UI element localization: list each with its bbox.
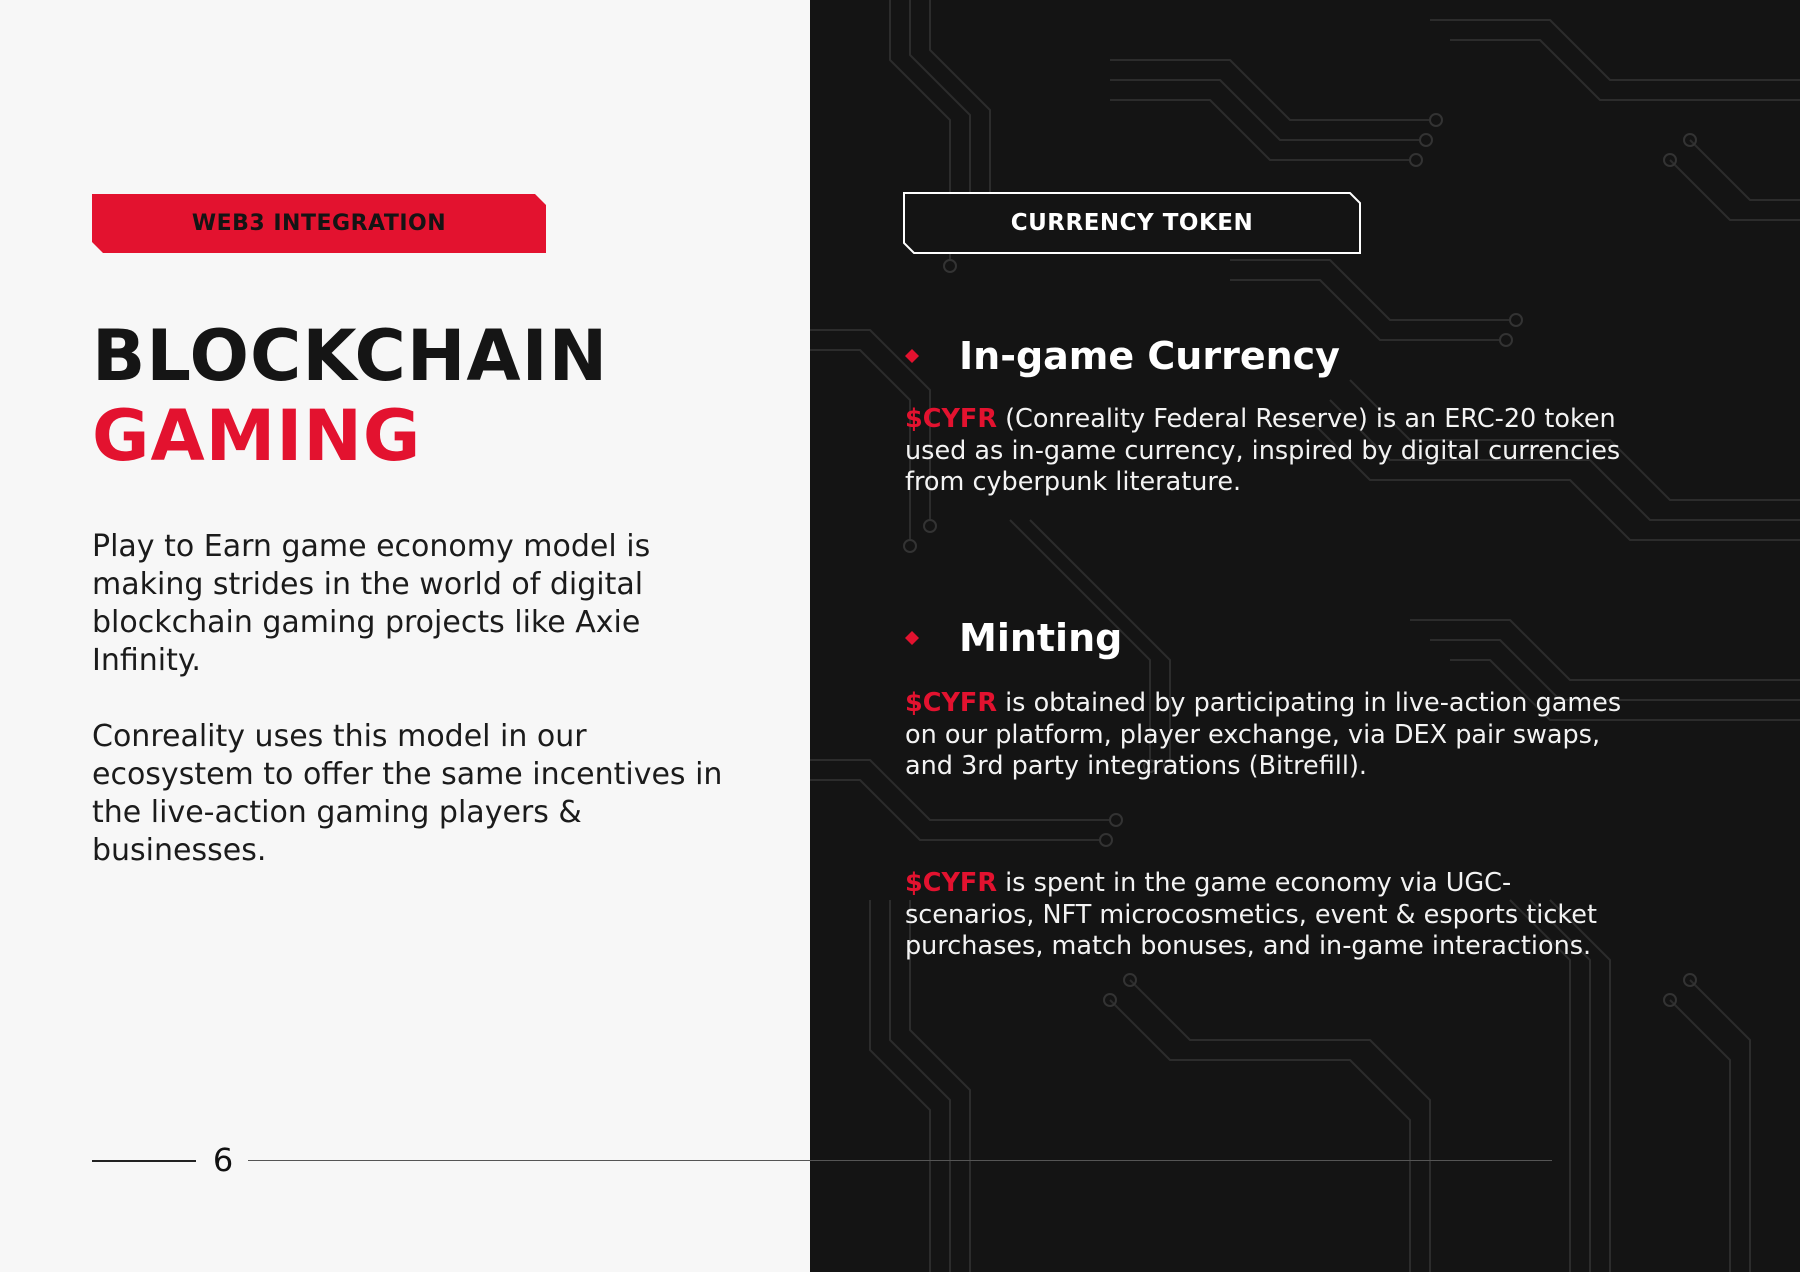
minting-obtained-text: is obtained by participating in live-act…	[905, 688, 1622, 781]
minting-spent-text: is spent in the game economy via UGC-sce…	[905, 868, 1597, 961]
conreality-paragraph: Conreality uses this model in our ecosys…	[92, 719, 723, 868]
page-title: BLOCKCHAIN GAMING	[92, 316, 608, 476]
in-game-currency-text: (Conreality Federal Reserve) is an ERC-2…	[905, 404, 1621, 497]
minting-heading: Minting	[905, 616, 1122, 660]
title-line-blockchain: BLOCKCHAIN	[92, 315, 609, 397]
right-panel: $CYFR (Conreality Federal Reserve) is an…	[810, 0, 1800, 1272]
title-line-gaming: GAMING	[92, 395, 422, 477]
currency-token-label: CURRENCY TOKEN	[1010, 210, 1254, 236]
circuit-board-pattern	[810, 0, 1800, 1272]
red-diamond-bullet-icon	[905, 631, 919, 645]
intro-paragraph: Play to Earn game economy model is makin…	[92, 529, 651, 678]
in-game-currency-paragraph: $CYFR (Conreality Federal Reserve) is an…	[905, 404, 1625, 499]
currency-token-tag: CURRENCY TOKEN	[903, 192, 1361, 254]
red-diamond-bullet-icon	[905, 349, 919, 363]
cyfr-token-label: $CYFR	[905, 688, 997, 718]
page-number: 6	[212, 1141, 234, 1179]
footer-rule-left	[92, 1160, 196, 1162]
footer-rule	[248, 1160, 1552, 1161]
tag-frame-outline	[903, 192, 1361, 254]
heading-text: Minting	[959, 616, 1123, 660]
minting-paragraph-spent: $CYFR is spent in the game economy via U…	[905, 868, 1625, 963]
minting-paragraph-obtained: $CYFR is obtained by participating in li…	[905, 688, 1625, 783]
cyfr-token-label: $CYFR	[905, 868, 997, 898]
heading-text: In-game Currency	[959, 334, 1340, 378]
web3-integration-tag: WEB3 INTEGRATION	[92, 194, 546, 253]
in-game-currency-heading: In-game Currency	[905, 334, 1340, 378]
left-panel: WEB3 INTEGRATION BLOCKCHAIN GAMING Play …	[0, 0, 810, 1272]
cyfr-token-label: $CYFR	[905, 404, 997, 434]
